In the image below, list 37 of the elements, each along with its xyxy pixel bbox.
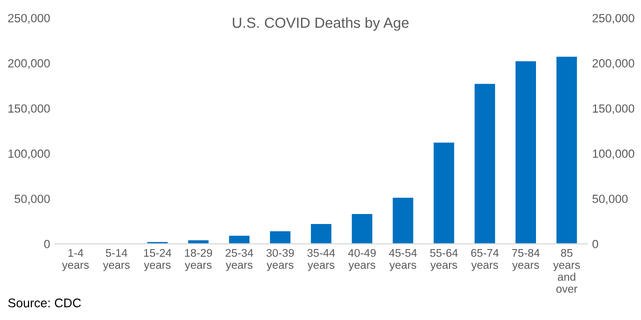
bar (270, 231, 290, 244)
x-tick-label: 5-14 years (102, 249, 130, 272)
bar (188, 240, 209, 244)
y-tick-label: 0 (44, 240, 50, 248)
x-tick-label: 15-24 years (144, 248, 172, 272)
source-note: Source: CDC (8, 298, 81, 308)
y2-tick-label: 100,000 (592, 150, 634, 160)
bar (310, 224, 332, 244)
bar (516, 61, 536, 244)
y2-tick-label: 50,000 (592, 194, 628, 204)
bar (556, 56, 577, 244)
bar (392, 198, 414, 244)
y2-tick-label: 200,000 (592, 59, 634, 69)
x-tick-label: 40-49 years (348, 248, 376, 272)
x-tick-label: 85 years and over (553, 248, 580, 293)
chart-title: U.S. COVID Deaths by Age (232, 17, 409, 31)
y2-tick-label: 150,000 (592, 104, 634, 114)
x-tick-label: 30-39 years (266, 248, 294, 272)
bar (352, 214, 372, 244)
x-tick-label: 1-4 years (62, 249, 89, 272)
x-tick-label: 45-54 years (389, 249, 417, 272)
bar (474, 84, 496, 244)
y2-tick-label: 250,000 (592, 14, 634, 24)
x-tick-label: 75-84 years (512, 248, 540, 272)
y-tick-label: 150,000 (8, 104, 50, 114)
bar (434, 142, 454, 244)
y2-tick-label: 0 (592, 240, 598, 248)
y-tick-label: 100,000 (8, 150, 50, 160)
x-tick-label: 65-74 years (471, 248, 499, 272)
x-tick-label: 55-64 years (430, 248, 458, 272)
y-tick-label: 250,000 (8, 14, 50, 24)
y-tick-label: 200,000 (8, 59, 50, 69)
x-tick-label: 25-34 years (226, 248, 254, 272)
y-tick-label: 50,000 (14, 194, 50, 204)
x-tick-label: 18-29 years (184, 248, 212, 272)
x-tick-label: 35-44 years (307, 248, 336, 272)
bar (229, 236, 250, 244)
